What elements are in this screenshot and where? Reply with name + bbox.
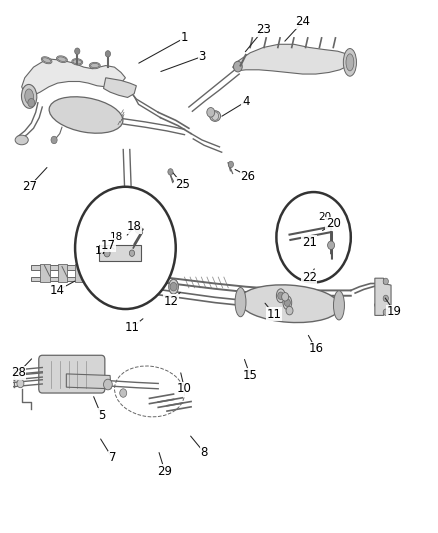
Circle shape xyxy=(105,51,110,57)
Circle shape xyxy=(135,225,142,233)
Text: 18: 18 xyxy=(127,220,141,233)
Polygon shape xyxy=(99,245,141,261)
Circle shape xyxy=(276,192,350,282)
Circle shape xyxy=(327,241,334,249)
Ellipse shape xyxy=(73,60,81,64)
Circle shape xyxy=(206,108,214,117)
Ellipse shape xyxy=(333,290,344,320)
Ellipse shape xyxy=(72,59,82,65)
Text: 3: 3 xyxy=(198,50,205,63)
Polygon shape xyxy=(112,264,122,282)
Text: 11: 11 xyxy=(266,308,281,321)
Text: 17: 17 xyxy=(100,239,115,252)
Ellipse shape xyxy=(345,54,353,71)
Circle shape xyxy=(286,306,292,315)
Ellipse shape xyxy=(21,84,37,108)
Circle shape xyxy=(28,99,35,107)
Text: 8: 8 xyxy=(200,446,208,459)
Text: 12: 12 xyxy=(163,295,178,308)
Text: 22: 22 xyxy=(301,271,316,284)
Text: 11: 11 xyxy=(124,321,139,334)
Text: 10: 10 xyxy=(177,382,191,395)
Text: 24: 24 xyxy=(294,15,309,28)
Text: 20: 20 xyxy=(325,217,340,230)
Polygon shape xyxy=(21,59,125,96)
Text: 27: 27 xyxy=(21,180,36,193)
Text: 1: 1 xyxy=(180,31,188,44)
Polygon shape xyxy=(66,374,111,389)
Ellipse shape xyxy=(276,289,285,303)
Text: 25: 25 xyxy=(174,177,189,191)
Circle shape xyxy=(277,292,283,300)
Ellipse shape xyxy=(138,282,147,296)
Ellipse shape xyxy=(343,49,356,76)
Text: 26: 26 xyxy=(240,169,255,183)
Ellipse shape xyxy=(57,56,67,62)
Ellipse shape xyxy=(234,287,245,317)
Circle shape xyxy=(382,278,388,285)
Ellipse shape xyxy=(42,58,51,63)
Polygon shape xyxy=(57,264,67,282)
Text: 15: 15 xyxy=(242,369,257,382)
Text: 7: 7 xyxy=(108,451,116,464)
Circle shape xyxy=(144,292,150,300)
Circle shape xyxy=(140,285,146,293)
Ellipse shape xyxy=(89,62,100,69)
Ellipse shape xyxy=(25,89,33,104)
Ellipse shape xyxy=(41,56,52,64)
Circle shape xyxy=(75,187,175,309)
Text: 21: 21 xyxy=(302,238,315,247)
Ellipse shape xyxy=(90,63,99,68)
Circle shape xyxy=(104,249,110,257)
Circle shape xyxy=(103,379,112,390)
Ellipse shape xyxy=(168,279,178,294)
Polygon shape xyxy=(40,264,49,282)
Circle shape xyxy=(74,48,80,54)
Ellipse shape xyxy=(15,135,28,145)
Ellipse shape xyxy=(49,97,123,133)
Polygon shape xyxy=(31,265,141,270)
Circle shape xyxy=(228,161,233,167)
Polygon shape xyxy=(75,264,85,282)
Circle shape xyxy=(17,368,24,377)
Polygon shape xyxy=(103,78,136,98)
Text: 5: 5 xyxy=(97,409,105,422)
Text: 14: 14 xyxy=(50,284,65,297)
Circle shape xyxy=(51,136,57,144)
Circle shape xyxy=(382,309,388,316)
Polygon shape xyxy=(374,278,390,316)
Polygon shape xyxy=(92,264,102,282)
Text: 4: 4 xyxy=(241,95,249,108)
Ellipse shape xyxy=(143,289,151,303)
Text: 21: 21 xyxy=(301,236,316,249)
Circle shape xyxy=(129,250,134,256)
Ellipse shape xyxy=(239,285,339,322)
Circle shape xyxy=(284,299,290,306)
Text: 19: 19 xyxy=(386,305,401,318)
Ellipse shape xyxy=(209,111,220,122)
Polygon shape xyxy=(31,277,141,281)
Ellipse shape xyxy=(283,296,291,310)
Circle shape xyxy=(382,295,388,302)
Text: 29: 29 xyxy=(157,465,172,478)
Circle shape xyxy=(167,168,173,175)
Circle shape xyxy=(281,293,288,301)
Text: 23: 23 xyxy=(255,23,270,36)
Circle shape xyxy=(17,379,24,387)
Text: 17: 17 xyxy=(95,246,108,255)
Polygon shape xyxy=(232,44,350,74)
Circle shape xyxy=(120,389,127,397)
Circle shape xyxy=(170,282,177,291)
Circle shape xyxy=(233,61,242,72)
Text: 28: 28 xyxy=(11,366,25,379)
Text: 18: 18 xyxy=(110,232,123,243)
Text: 16: 16 xyxy=(307,342,322,356)
Ellipse shape xyxy=(57,57,66,61)
Text: 20: 20 xyxy=(317,212,330,222)
Polygon shape xyxy=(130,264,139,282)
FancyBboxPatch shape xyxy=(39,356,105,393)
